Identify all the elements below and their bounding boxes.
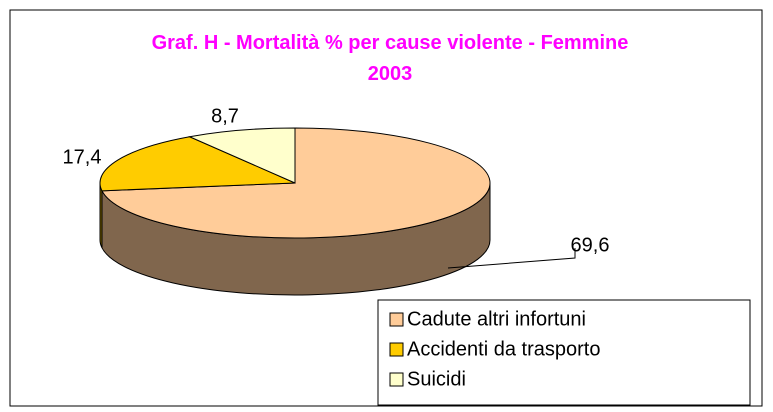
chart-frame <box>9 9 763 407</box>
pie-slice <box>101 127 491 239</box>
data-label: 17,4 <box>63 146 102 168</box>
legend-label: Accidenti da trasporto <box>407 338 600 360</box>
data-label: 69,6 <box>571 234 610 256</box>
pie-slice <box>187 127 296 184</box>
legend-box <box>377 299 751 406</box>
leader-line <box>447 248 576 269</box>
legend-swatch <box>389 372 404 387</box>
data-label: 8,7 <box>211 105 239 127</box>
pie-slice <box>99 136 296 192</box>
legend-swatch <box>389 342 404 357</box>
pie-slice-side <box>99 182 103 249</box>
legend-label: Suicidi <box>407 368 466 390</box>
chart-title: Graf. H - Mortalità % per cause violente… <box>151 32 629 85</box>
legend-swatch <box>389 312 404 327</box>
legend-label: Cadute altri infortuni <box>407 308 586 330</box>
